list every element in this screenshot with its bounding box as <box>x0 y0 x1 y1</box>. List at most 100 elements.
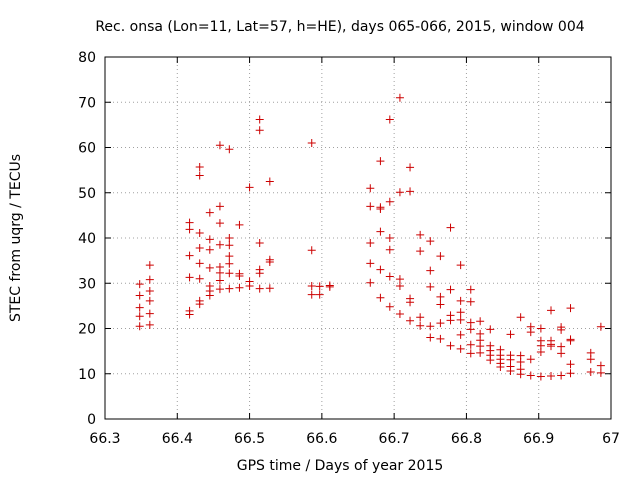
data-point <box>456 330 465 339</box>
data-point <box>205 263 214 272</box>
data-point <box>376 265 385 274</box>
data-point <box>566 336 575 345</box>
data-point <box>185 218 194 227</box>
data-point <box>376 227 385 236</box>
data-point <box>366 259 375 268</box>
data-point <box>446 316 455 325</box>
data-point <box>416 313 425 322</box>
y-tick-label: 20 <box>78 322 96 338</box>
data-point <box>466 318 475 327</box>
x-tick-label: 66.5 <box>234 431 265 447</box>
data-point <box>596 368 605 377</box>
data-point <box>215 285 224 294</box>
data-point <box>315 290 324 299</box>
data-point <box>476 342 485 351</box>
data-point <box>135 322 144 331</box>
data-point <box>325 282 334 291</box>
data-point <box>446 223 455 232</box>
data-point <box>265 257 274 266</box>
data-point <box>376 205 385 214</box>
data-point <box>516 313 525 322</box>
data-point <box>536 324 545 333</box>
data-point <box>185 251 194 260</box>
data-point <box>476 317 485 326</box>
data-point <box>225 284 234 293</box>
data-point <box>557 325 566 334</box>
data-point <box>366 278 375 287</box>
data-point <box>395 93 404 102</box>
data-point <box>215 276 224 285</box>
data-point <box>245 183 254 192</box>
data-point <box>526 371 535 380</box>
data-point <box>566 304 575 313</box>
data-point <box>145 275 154 284</box>
data-point <box>557 371 566 380</box>
data-points <box>135 93 605 381</box>
y-axis-label: STEC from uqrg / TECUs <box>8 154 24 322</box>
data-point <box>456 308 465 317</box>
y-tick-label: 80 <box>78 50 96 66</box>
data-point <box>385 234 394 242</box>
y-tick-label: 60 <box>78 141 96 157</box>
data-point <box>395 188 404 197</box>
x-tick-label: 66.6 <box>306 431 337 447</box>
data-point <box>235 220 244 229</box>
data-point <box>265 284 274 293</box>
data-point <box>385 115 394 124</box>
data-point <box>255 284 264 293</box>
data-point <box>225 259 234 268</box>
data-point <box>307 281 316 290</box>
data-point <box>385 302 394 311</box>
data-point <box>255 269 264 278</box>
data-point <box>466 349 475 358</box>
data-point <box>385 272 394 281</box>
data-point <box>245 281 254 290</box>
data-point <box>566 369 575 378</box>
data-point <box>446 341 455 350</box>
data-point <box>526 328 535 337</box>
data-point <box>426 266 435 275</box>
data-point <box>195 243 204 252</box>
data-point <box>547 306 556 315</box>
data-point <box>366 184 375 193</box>
data-point <box>416 321 425 330</box>
data-point <box>195 162 204 171</box>
data-point <box>436 334 445 343</box>
data-point <box>185 273 194 282</box>
data-point <box>135 312 144 321</box>
data-point <box>446 285 455 294</box>
data-point <box>436 252 445 261</box>
data-point <box>145 261 154 270</box>
data-point <box>255 238 264 247</box>
grid-lines <box>105 57 611 419</box>
data-point <box>486 325 495 334</box>
data-point <box>195 229 204 238</box>
data-point <box>436 292 445 301</box>
data-point <box>557 342 566 351</box>
data-point <box>195 300 204 309</box>
data-point <box>195 274 204 283</box>
data-point <box>395 281 404 290</box>
data-point <box>506 330 515 339</box>
data-point <box>516 370 525 379</box>
data-point <box>307 138 316 147</box>
data-point <box>436 300 445 309</box>
x-tick-label: 66.7 <box>379 431 410 447</box>
data-point <box>416 230 425 239</box>
data-point <box>476 348 485 357</box>
data-point <box>436 319 445 328</box>
data-point <box>566 360 575 369</box>
y-tick-label: 10 <box>78 367 96 383</box>
x-tick-label: 67 <box>602 431 620 447</box>
data-point <box>547 372 556 381</box>
x-tick-label: 66.3 <box>89 431 120 447</box>
data-point <box>426 237 435 246</box>
data-point <box>426 282 435 291</box>
data-point <box>205 208 214 217</box>
y-axis: 0 10 20 30 40 50 60 70 80 <box>78 50 611 428</box>
data-point <box>557 349 566 358</box>
data-point <box>255 115 264 124</box>
data-point <box>486 356 495 365</box>
data-point <box>456 344 465 353</box>
